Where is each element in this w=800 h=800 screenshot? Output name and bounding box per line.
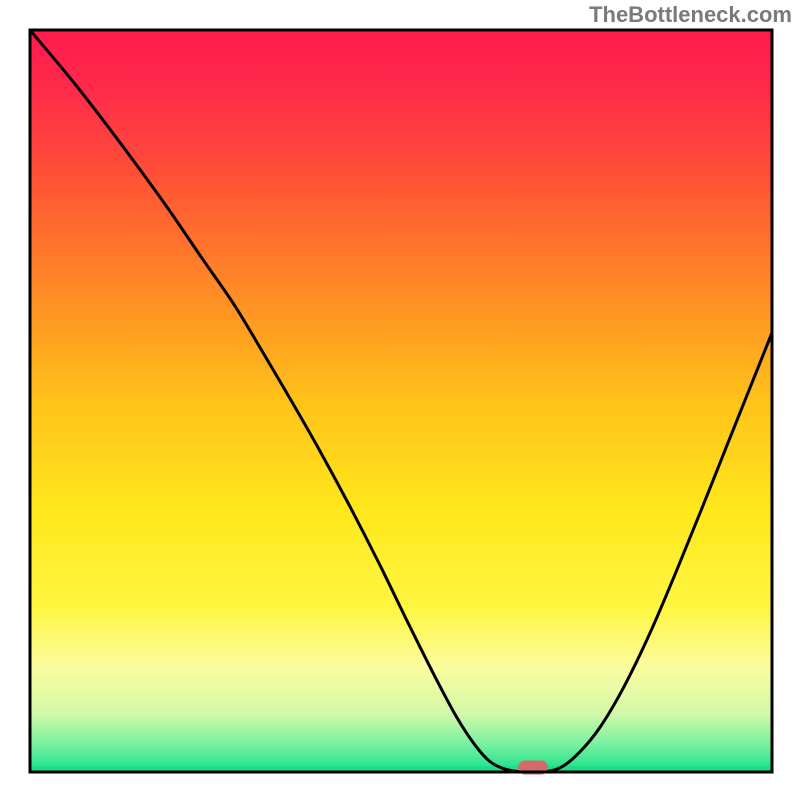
bottleneck-chart: [0, 0, 800, 800]
chart-container: TheBottleneck.com: [0, 0, 800, 800]
plot-area: [30, 30, 772, 775]
gradient-background: [30, 30, 772, 772]
